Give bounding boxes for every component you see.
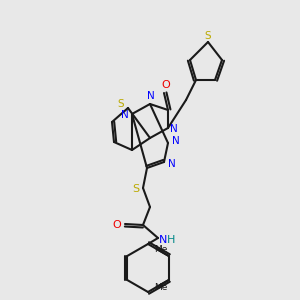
Text: S: S xyxy=(118,99,124,109)
Text: N: N xyxy=(172,136,180,146)
Text: O: O xyxy=(112,220,122,230)
Text: N: N xyxy=(170,124,178,134)
Text: S: S xyxy=(205,31,211,41)
Text: Me: Me xyxy=(154,245,167,254)
Text: N: N xyxy=(147,91,155,101)
Text: S: S xyxy=(132,184,140,194)
Text: O: O xyxy=(162,80,170,90)
Text: H: H xyxy=(167,235,175,245)
Text: N: N xyxy=(159,235,167,245)
Text: N: N xyxy=(121,110,129,120)
Text: Me: Me xyxy=(154,284,167,292)
Text: N: N xyxy=(168,159,176,169)
